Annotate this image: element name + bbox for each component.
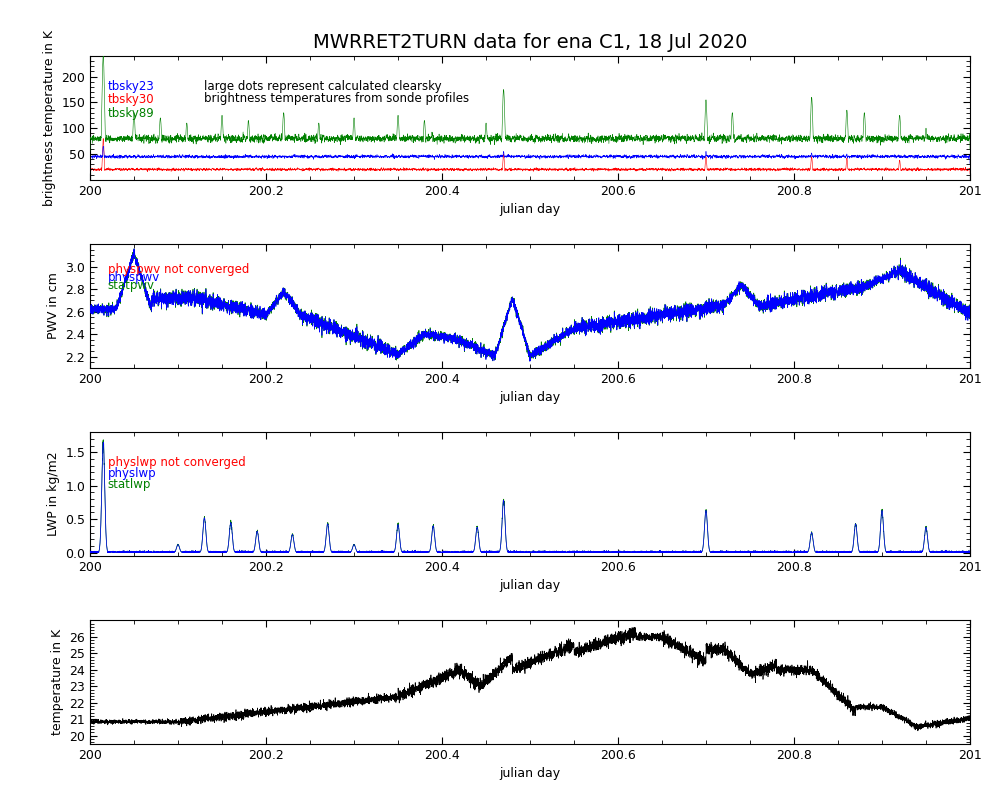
Text: physlwp not converged: physlwp not converged — [108, 456, 245, 469]
X-axis label: julian day: julian day — [499, 203, 561, 216]
Y-axis label: PWV in cm: PWV in cm — [47, 273, 60, 339]
Text: physpwv not converged: physpwv not converged — [108, 263, 249, 276]
Y-axis label: temperature in K: temperature in K — [51, 629, 64, 735]
Text: tbsky89: tbsky89 — [108, 107, 154, 120]
Title: MWRRET2TURN data for ena C1, 18 Jul 2020: MWRRET2TURN data for ena C1, 18 Jul 2020 — [313, 33, 747, 52]
Text: large dots represent calculated clearsky: large dots represent calculated clearsky — [204, 79, 442, 93]
X-axis label: julian day: julian day — [499, 579, 561, 592]
Text: tbsky23: tbsky23 — [108, 79, 154, 93]
Y-axis label: brightness temperature in K: brightness temperature in K — [43, 30, 56, 206]
Text: statlwp: statlwp — [108, 478, 151, 490]
X-axis label: julian day: julian day — [499, 391, 561, 404]
Text: statpwv: statpwv — [108, 279, 155, 292]
Text: brightness temperatures from sonde profiles: brightness temperatures from sonde profi… — [204, 93, 470, 106]
Text: tbsky30: tbsky30 — [108, 94, 154, 106]
Text: physlwp: physlwp — [108, 467, 156, 480]
Y-axis label: LWP in kg/m2: LWP in kg/m2 — [47, 452, 60, 536]
Text: physpwv: physpwv — [108, 271, 160, 284]
X-axis label: julian day: julian day — [499, 767, 561, 781]
